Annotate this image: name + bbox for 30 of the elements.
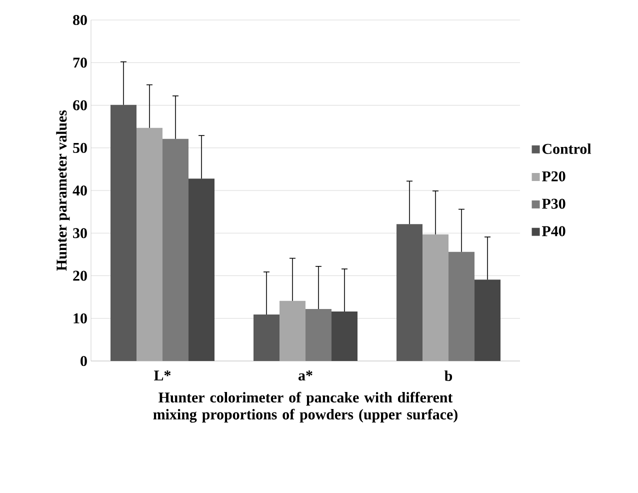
bar bbox=[332, 312, 358, 361]
x-tick-label: b bbox=[444, 370, 452, 382]
bar bbox=[188, 178, 214, 361]
y-axis-title: Hunter parameter values bbox=[56, 110, 70, 271]
y-tick-label: 0 bbox=[80, 356, 87, 366]
bar bbox=[162, 138, 188, 361]
y-tick-label: 70 bbox=[73, 58, 87, 68]
y-tick-label: 40 bbox=[72, 185, 87, 196]
legend-label: P20 bbox=[542, 171, 566, 182]
y-tick-label: 60 bbox=[73, 100, 87, 110]
bar bbox=[110, 104, 136, 361]
bar bbox=[306, 308, 332, 361]
bar bbox=[448, 252, 475, 361]
bar bbox=[254, 314, 280, 361]
bar bbox=[474, 280, 501, 361]
bar bbox=[136, 128, 162, 361]
legend-label: Control bbox=[542, 143, 592, 154]
bar bbox=[396, 224, 422, 361]
legend-label: P30 bbox=[542, 198, 566, 209]
y-tick-label: 80 bbox=[73, 14, 87, 26]
y-tick-label: 20 bbox=[73, 270, 87, 281]
y-tick-label: 30 bbox=[73, 228, 87, 238]
bar bbox=[422, 234, 449, 361]
y-tick-label: 50 bbox=[73, 142, 87, 153]
x-tick-label: L* bbox=[154, 370, 171, 380]
legend-label: P40 bbox=[542, 226, 566, 236]
y-tick-label: 10 bbox=[74, 313, 87, 324]
bar bbox=[280, 300, 306, 361]
x-axis-title: Hunter colorimeter of pancake with different mixing proportions of powders (upper surface) bbox=[153, 392, 458, 423]
x-tick-label: a* bbox=[298, 370, 312, 381]
